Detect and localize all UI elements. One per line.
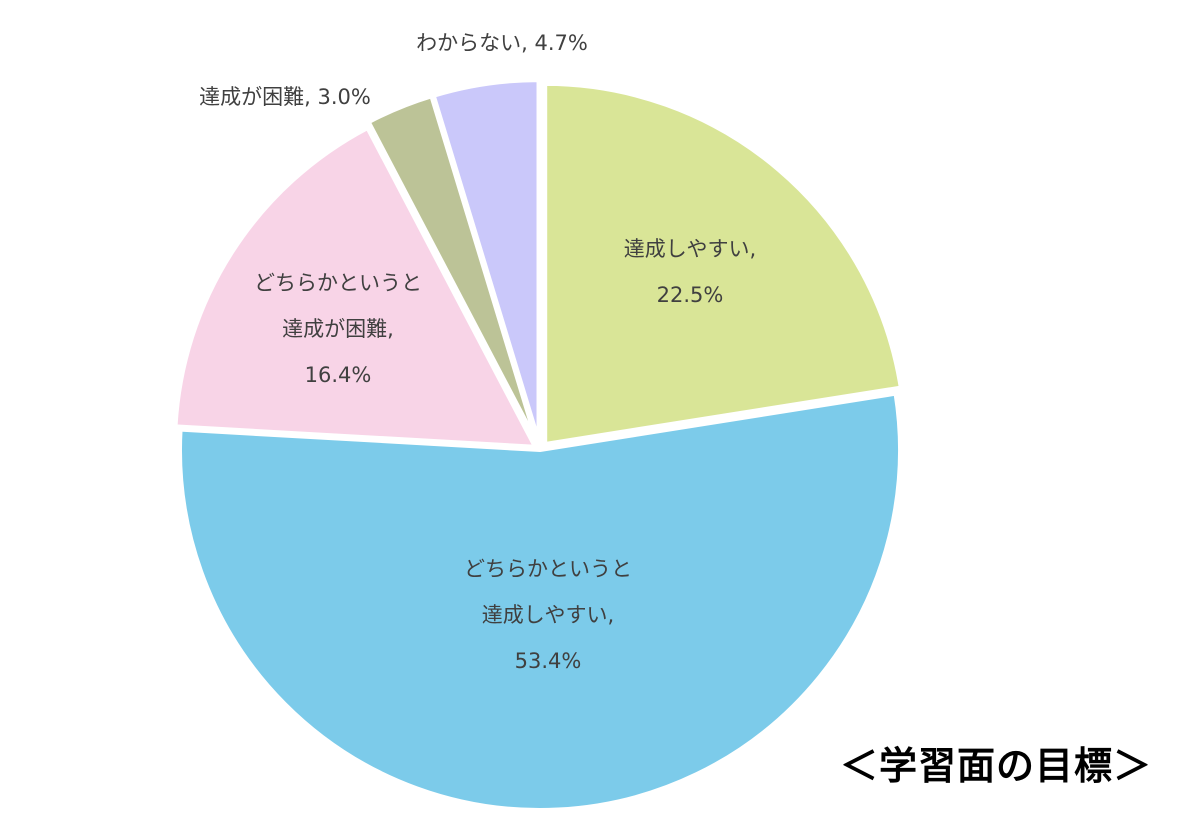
- slice-label: どちらかというと達成しやすい, 53.4%: [464, 557, 632, 673]
- slice-label-line: 達成が困難, 3.0%: [199, 85, 371, 109]
- pie-slice: [173, 126, 537, 449]
- slice-label: 達成が困難, 3.0%: [199, 85, 371, 109]
- slice-label-line: 22.5%: [657, 283, 724, 307]
- slice-label: わからない, 4.7%: [416, 31, 588, 55]
- slice-label: どちらかというと達成が困難, 16.4%: [254, 271, 422, 387]
- slice-label-line: 16.4%: [305, 363, 372, 387]
- slice-label-line: どちらかというと: [254, 271, 422, 295]
- pie-slice: [543, 81, 903, 446]
- pie-labels: 達成しやすい, 22.5%どちらかというと達成しやすい, 53.4%どちらかというと…: [199, 31, 756, 673]
- pie-slice: [431, 78, 541, 443]
- slice-label-line: 達成しやすい,: [624, 237, 756, 261]
- slice-label-line: どちらかというと: [464, 557, 632, 581]
- slice-label-line: わからない, 4.7%: [416, 31, 588, 55]
- pie-slice: [366, 94, 539, 443]
- pie-slices: [173, 78, 903, 812]
- slice-label-line: 達成しやすい,: [482, 603, 614, 627]
- slice-label-line: 53.4%: [515, 649, 582, 673]
- pie-slice: [178, 391, 902, 812]
- chart-title: ＜学習面の目標＞: [839, 744, 1152, 788]
- slice-label: 達成しやすい, 22.5%: [624, 237, 756, 307]
- slice-label-line: 達成が困難,: [282, 317, 394, 341]
